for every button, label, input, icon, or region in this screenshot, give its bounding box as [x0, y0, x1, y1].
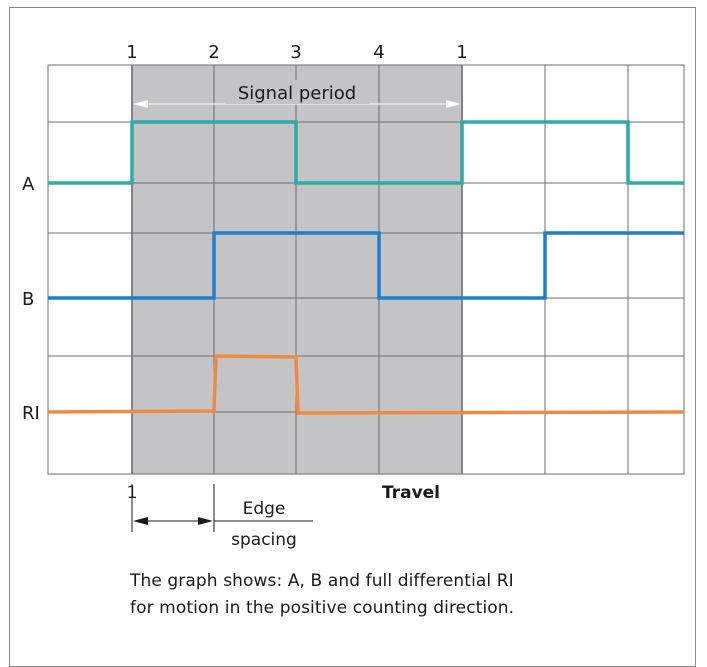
travel-axis-label: Travel [382, 483, 440, 503]
period-marker-3: 3 [290, 42, 301, 63]
signal-period-label: Signal period [238, 83, 356, 104]
signal-label-ri: RI [22, 403, 40, 424]
figure-caption: The graph shows: A, B and full different… [130, 568, 650, 622]
period-marker-5: 1 [456, 42, 467, 63]
period-marker-1: 1 [126, 42, 137, 63]
signal-waveform-b [48, 231, 684, 300]
signal-period-label-bg [225, 80, 369, 104]
caption-line-1: The graph shows: A, B and full different… [130, 571, 514, 591]
edge-spacing-marker: 1 [127, 483, 138, 503]
grid-border [47, 64, 685, 475]
edge-spacing-dimension [131, 484, 313, 532]
edge-spacing-arrow-right [198, 517, 213, 525]
caption-line-2: for motion in the positive counting dire… [130, 598, 515, 618]
edge-spacing-label-line2: spacing [231, 530, 297, 550]
signal-waveform-a [48, 120, 684, 185]
period-marker-2: 2 [208, 42, 219, 63]
signal-label-b: B [22, 289, 34, 310]
period-markers: 1 2 3 4 1 [126, 42, 467, 63]
period-marker-4: 4 [373, 42, 384, 63]
signal-waveform-ri [47, 354, 685, 415]
signal-period-arrow-left [133, 100, 148, 108]
signal-period-arrow-right [446, 100, 461, 108]
signal-label-a: A [22, 174, 35, 195]
edge-spacing-arrow-left [133, 517, 148, 525]
edge-spacing-label-line1: Edge [243, 499, 286, 519]
